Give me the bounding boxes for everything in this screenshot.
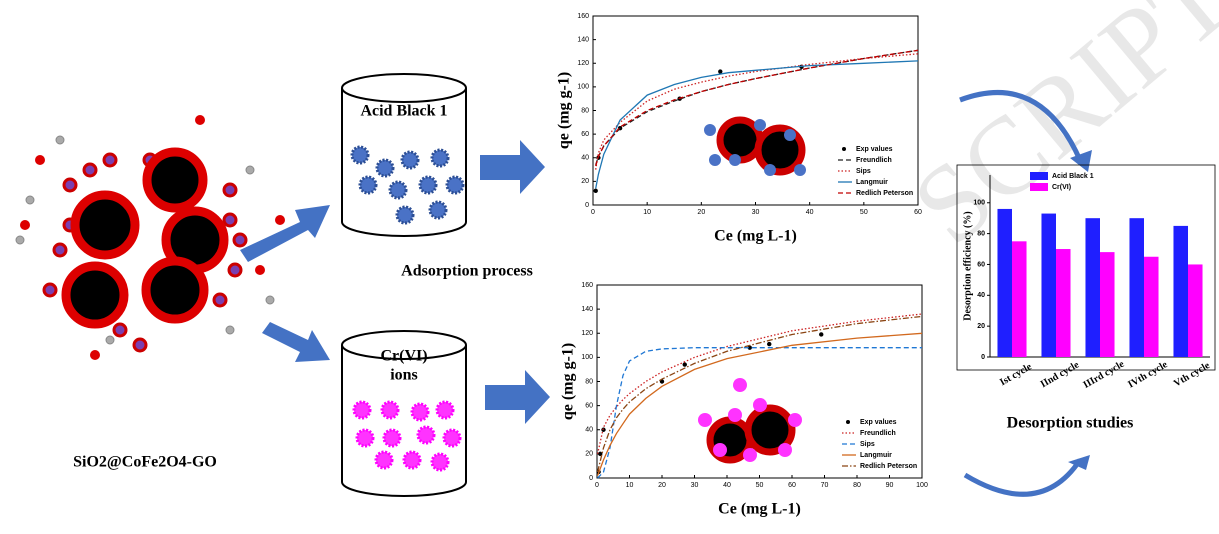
y-tick-label: 60 — [585, 402, 593, 409]
x-tick-label: 90 — [886, 482, 894, 489]
bar — [997, 209, 1012, 357]
bar — [1041, 214, 1056, 357]
y-tick-label: 140 — [581, 306, 593, 313]
y-tick-label: 100 — [973, 200, 985, 207]
x-tick-label: 0 — [591, 209, 595, 216]
x-tick-label: 80 — [853, 482, 861, 489]
y-tick-label: 120 — [577, 60, 589, 67]
y-tick-label: 20 — [585, 451, 593, 458]
y-tick-label: 160 — [581, 282, 593, 289]
metal-label: ions — [390, 367, 418, 384]
x-tick-label: 60 — [914, 209, 922, 216]
y-tick-label: 100 — [581, 354, 593, 361]
plot-frame — [593, 16, 918, 205]
bar — [1188, 264, 1203, 357]
x-tick-label: 40 — [806, 209, 814, 216]
graphical-abstract: SCRIPT SiO2@CoFe2O4-GO Acid Black 1 Cr(V… — [0, 0, 1219, 534]
x-axis-label: Ce (mg L-1) — [714, 228, 797, 245]
x-tick-label: IVth cycle — [1126, 359, 1170, 391]
y-tick-label: 40 — [581, 155, 589, 162]
process-label: Adsorption process — [401, 263, 533, 280]
y-tick-label: 0 — [981, 354, 985, 361]
legend-label: Cr(VI) — [1052, 184, 1071, 191]
legend-swatch — [1030, 183, 1048, 191]
y-tick-label: 100 — [577, 84, 589, 91]
x-tick-label: 20 — [658, 482, 666, 489]
legend-label: Freundlich — [856, 157, 892, 164]
y-tick-label: 80 — [581, 107, 589, 114]
legend-label: Sips — [860, 441, 875, 448]
y-tick-label: 80 — [977, 230, 985, 237]
y-tick-label: 40 — [977, 292, 985, 299]
y-tick-label: 40 — [585, 427, 593, 434]
inset-illustration — [698, 119, 806, 462]
y-tick-label: 140 — [577, 36, 589, 43]
legend-label: Redlich Peterson — [860, 463, 917, 470]
y-tick-label: 160 — [577, 13, 589, 20]
legend-label: Langmuir — [856, 179, 888, 186]
material-label: SiO2@CoFe2O4-GO — [73, 454, 217, 471]
y-tick-label: 80 — [585, 378, 593, 385]
legend-label: Sips — [856, 168, 871, 175]
data-point — [718, 69, 722, 73]
x-tick-label: IIIrd cycle — [1082, 358, 1127, 390]
bar — [1173, 226, 1188, 357]
legend-swatch — [1030, 172, 1048, 180]
composite-illustration — [16, 115, 285, 360]
y-axis-label: qe (mg g-1) — [560, 343, 577, 420]
x-tick-label: 10 — [643, 209, 651, 216]
bar — [1144, 257, 1159, 357]
legend-marker — [846, 420, 850, 424]
x-tick-label: 50 — [756, 482, 764, 489]
x-tick-label: IInd cycle — [1039, 359, 1082, 390]
y-tick-label: 120 — [581, 330, 593, 337]
x-tick-label: 50 — [860, 209, 868, 216]
x-tick-label: 0 — [595, 482, 599, 489]
chart-title: Desorption studies — [1007, 415, 1134, 432]
y-tick-label: 20 — [581, 178, 589, 185]
bar — [1056, 249, 1071, 357]
bar — [1100, 252, 1115, 357]
x-tick-label: 60 — [788, 482, 796, 489]
y-axis-label: Desorption efficiency (%) — [962, 211, 973, 320]
legend-marker — [842, 147, 846, 151]
legend-label: Acid Black 1 — [1052, 173, 1094, 180]
data-point — [683, 362, 687, 366]
dye-label: Acid Black 1 — [360, 103, 447, 120]
legend-label: Redlich Peterson — [856, 190, 913, 197]
x-tick-label: 40 — [723, 482, 731, 489]
y-tick-label: 60 — [581, 131, 589, 138]
y-tick-label: 60 — [977, 261, 985, 268]
bar — [1085, 218, 1100, 357]
data-point — [819, 332, 823, 336]
legend-label: Langmuir — [860, 452, 892, 459]
y-tick-label: 0 — [589, 475, 593, 482]
x-tick-label: 10 — [626, 482, 634, 489]
x-tick-label: Ist cycle — [998, 361, 1034, 388]
data-point — [594, 189, 598, 193]
y-tick-label: 20 — [977, 323, 985, 330]
data-point — [767, 342, 771, 346]
y-tick-label: 0 — [585, 202, 589, 209]
legend-label: Exp values — [856, 146, 893, 153]
x-tick-label: 70 — [821, 482, 829, 489]
x-tick-label: 100 — [916, 482, 928, 489]
x-axis-label: Ce (mg L-1) — [718, 501, 801, 518]
x-tick-label: 30 — [691, 482, 699, 489]
x-tick-label: 30 — [752, 209, 760, 216]
metal-label: Cr(VI) — [380, 348, 427, 365]
x-tick-label: Vth cycle — [1172, 360, 1212, 390]
legend-label: Freundlich — [860, 430, 896, 437]
legend-label: Exp values — [860, 419, 897, 426]
x-tick-label: 20 — [697, 209, 705, 216]
bar — [1012, 241, 1027, 357]
bar — [1129, 218, 1144, 357]
y-axis-label: qe (mg g-1) — [556, 72, 573, 149]
